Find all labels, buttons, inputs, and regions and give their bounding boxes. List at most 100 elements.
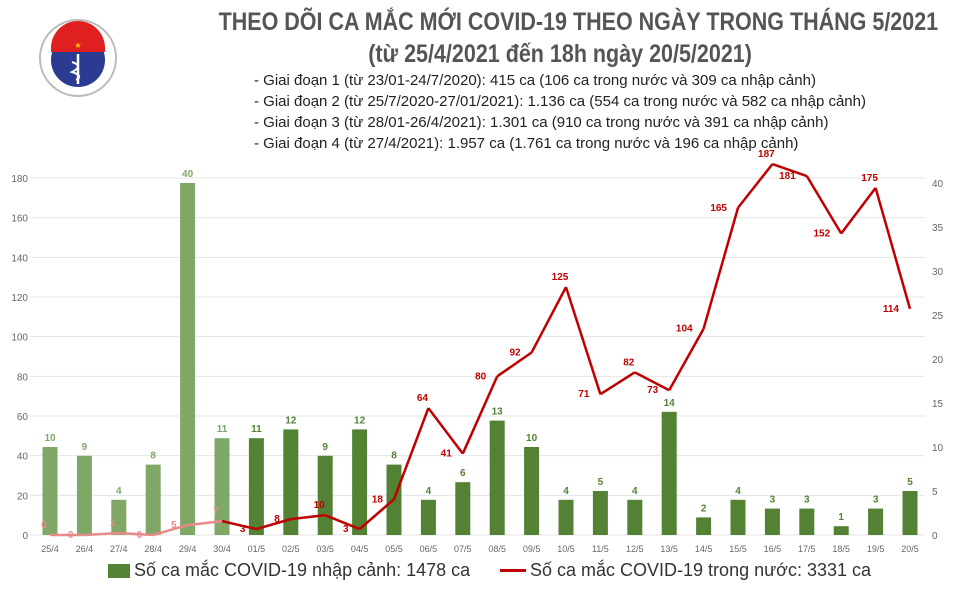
category-label: 10/5 bbox=[557, 544, 575, 554]
category-label: 13/5 bbox=[660, 544, 678, 554]
chart-title-row: THEO DÕI CA MẮC MỚI COVID-19 THEO NGÀY T… bbox=[160, 8, 960, 37]
bar bbox=[730, 499, 746, 535]
note-1: - Giai đoạn 1 (từ 23/01-24/7/2020): 415 … bbox=[254, 72, 816, 89]
category-label: 04/5 bbox=[351, 544, 369, 554]
bar bbox=[111, 499, 127, 535]
right-tick-label: 15 bbox=[932, 399, 944, 410]
ministry-of-health-logo: ★ bbox=[39, 19, 117, 97]
right-tick-label: 25 bbox=[932, 311, 944, 322]
bar bbox=[489, 420, 505, 535]
category-label: 14/5 bbox=[695, 544, 713, 554]
bar bbox=[180, 183, 196, 535]
line-segment bbox=[118, 531, 154, 537]
left-tick-label: 80 bbox=[17, 372, 29, 383]
category-label: 27/4 bbox=[110, 544, 128, 554]
line-segment bbox=[840, 187, 877, 235]
line-label: 18 bbox=[372, 494, 384, 505]
chart-subtitle-row: (từ 25/4/2021 đến 18h ngày 20/5/2021) bbox=[160, 40, 960, 69]
line-segment bbox=[461, 375, 499, 455]
left-tick-label: 120 bbox=[11, 293, 28, 304]
category-label: 03/5 bbox=[316, 544, 334, 554]
category-label: 17/5 bbox=[798, 544, 816, 554]
right-tick-label: 10 bbox=[932, 443, 944, 454]
line-segment bbox=[874, 187, 912, 310]
line-segment bbox=[737, 163, 774, 209]
bar bbox=[42, 447, 58, 535]
category-label: 28/4 bbox=[144, 544, 162, 554]
bar-label: 9 bbox=[82, 442, 88, 453]
bar-label: 6 bbox=[460, 468, 466, 479]
bar-label: 5 bbox=[907, 477, 913, 488]
bar-label: 4 bbox=[116, 486, 122, 497]
legend-domestic-label: Số ca mắc COVID-19 trong nước: 3331 ca bbox=[530, 560, 872, 580]
line-label: 181 bbox=[779, 171, 796, 182]
category-label: 19/5 bbox=[867, 544, 885, 554]
bar-label: 8 bbox=[391, 451, 397, 462]
line-segment bbox=[84, 531, 119, 537]
bar bbox=[661, 411, 677, 535]
bar-label: 3 bbox=[873, 495, 879, 506]
bar-label: 3 bbox=[770, 495, 776, 506]
left-tick-label: 60 bbox=[17, 412, 29, 423]
line-segment bbox=[392, 407, 430, 500]
line-label: 125 bbox=[552, 272, 569, 283]
line-label: 187 bbox=[758, 149, 775, 160]
line-segment bbox=[187, 519, 223, 527]
category-label: 08/5 bbox=[488, 544, 506, 554]
line-label: 1 bbox=[110, 518, 116, 529]
note-4: - Giai đoạn 4 (từ 27/4/2021): 1.957 ca (… bbox=[254, 135, 799, 152]
bar bbox=[902, 491, 918, 535]
category-label: 30/4 bbox=[213, 544, 231, 554]
category-label: 05/5 bbox=[385, 544, 403, 554]
bar-label: 4 bbox=[426, 486, 432, 497]
left-tick-label: 140 bbox=[11, 253, 28, 264]
line-label: 7 bbox=[213, 506, 219, 517]
bar bbox=[868, 508, 884, 535]
right-tick-label: 5 bbox=[932, 487, 938, 498]
line-segment bbox=[290, 513, 326, 521]
bar-label: 11 bbox=[251, 424, 262, 435]
line-label: 114 bbox=[883, 304, 900, 315]
category-label: 18/5 bbox=[832, 544, 850, 554]
category-label: 20/5 bbox=[901, 544, 919, 554]
category-label: 11/5 bbox=[592, 544, 609, 554]
line-label: 104 bbox=[676, 324, 693, 335]
bar-label: 2 bbox=[701, 503, 707, 514]
left-tick-label: 180 bbox=[11, 174, 28, 185]
bar-label: 11 bbox=[217, 424, 228, 435]
legend-bar-swatch bbox=[108, 563, 130, 578]
line-segment bbox=[256, 517, 292, 531]
line-segment bbox=[702, 207, 740, 330]
bar bbox=[764, 508, 780, 535]
left-tick-label: 40 bbox=[17, 452, 29, 463]
svg-text:★: ★ bbox=[74, 41, 81, 50]
bar bbox=[592, 491, 608, 535]
legend-domestic: Số ca mắc COVID-19 trong nước: 3331 ca bbox=[500, 560, 871, 581]
bar bbox=[627, 499, 643, 535]
left-tick-label: 0 bbox=[22, 531, 28, 542]
line-label: 41 bbox=[441, 449, 453, 460]
line-label: 175 bbox=[861, 173, 878, 184]
note-3: - Giai đoạn 3 (từ 28/01-26/4/2021): 1.30… bbox=[254, 114, 829, 131]
bar-label: 13 bbox=[492, 407, 504, 418]
line-label: 5 bbox=[171, 520, 177, 531]
category-label: 16/5 bbox=[764, 544, 782, 554]
line-segment bbox=[564, 286, 602, 395]
right-tick-label: 20 bbox=[932, 355, 944, 366]
category-label: 29/4 bbox=[179, 544, 197, 554]
line-segment bbox=[324, 514, 361, 531]
bar bbox=[455, 482, 471, 535]
line-label: 10 bbox=[314, 500, 326, 511]
bar bbox=[696, 517, 712, 535]
right-tick-label: 0 bbox=[932, 531, 938, 542]
category-label: 09/5 bbox=[523, 544, 541, 554]
bar-label: 4 bbox=[563, 486, 569, 497]
line-segment bbox=[427, 407, 464, 455]
legend-line-swatch bbox=[500, 569, 526, 572]
bar bbox=[214, 438, 230, 535]
bar bbox=[420, 499, 436, 535]
bar-label: 3 bbox=[804, 495, 810, 506]
category-label: 26/4 bbox=[76, 544, 94, 554]
